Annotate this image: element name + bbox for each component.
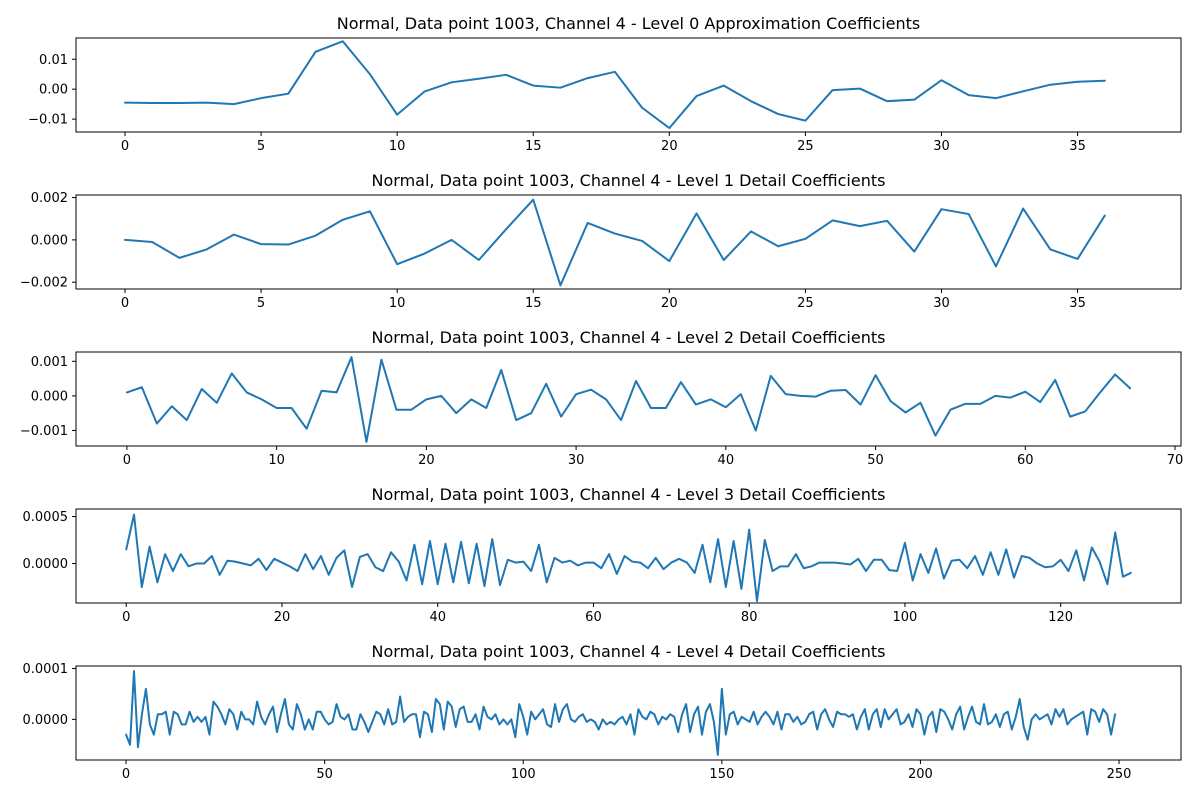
x-tick-label: 25 <box>797 139 814 154</box>
y-axis: −0.01 0.00 0.01 <box>28 53 76 128</box>
x-tick-label: 30 <box>568 453 585 468</box>
y-axis: −0.001 0.000 0.001 <box>20 355 76 439</box>
panel-title: Normal, Data point 1003, Channel 4 - Lev… <box>372 642 886 661</box>
panel-level-3: Normal, Data point 1003, Channel 4 - Lev… <box>23 485 1182 625</box>
y-axis: 0.0000 0.0005 <box>23 510 76 572</box>
series-group <box>125 670 1117 756</box>
x-tick-label: 40 <box>718 453 735 468</box>
axes-frame <box>75 194 1182 290</box>
x-axis: 0 10 20 30 40 50 60 70 <box>123 446 1184 468</box>
x-tick-label: 30 <box>933 296 950 311</box>
y-axis: −0.002 0.000 0.002 <box>20 191 76 291</box>
series-group <box>123 198 1106 287</box>
series-line <box>123 40 1106 130</box>
panel-title: Normal, Data point 1003, Channel 4 - Lev… <box>372 171 886 190</box>
x-tick-label: 35 <box>1069 139 1086 154</box>
panel-level-0: Normal, Data point 1003, Channel 4 - Lev… <box>28 14 1182 154</box>
x-tick-label: 10 <box>268 453 285 468</box>
y-tick-label: 0.00 <box>39 83 68 98</box>
x-axis: 0 50 100 150 200 250 <box>122 760 1132 782</box>
axes-frame <box>75 508 1182 604</box>
x-tick-label: 20 <box>274 610 291 625</box>
series-group <box>125 513 1132 603</box>
x-tick-label: 35 <box>1069 296 1086 311</box>
x-tick-label: 120 <box>1048 610 1073 625</box>
y-tick-label: 0.000 <box>31 389 68 404</box>
x-tick-label: 10 <box>389 139 406 154</box>
series-line <box>125 513 1132 603</box>
x-tick-label: 0 <box>121 139 129 154</box>
x-tick-label: 5 <box>257 139 265 154</box>
x-tick-label: 25 <box>797 296 814 311</box>
x-tick-label: 80 <box>741 610 758 625</box>
y-tick-label: 0.002 <box>31 191 68 206</box>
x-tick-label: 20 <box>661 296 678 311</box>
x-axis: 0 5 10 15 20 25 30 35 <box>121 132 1086 154</box>
x-tick-label: 60 <box>1017 453 1034 468</box>
x-tick-label: 20 <box>418 453 435 468</box>
x-tick-label: 5 <box>257 296 265 311</box>
series-line <box>125 356 1132 443</box>
series-group <box>123 40 1106 130</box>
panel-title: Normal, Data point 1003, Channel 4 - Lev… <box>372 485 886 504</box>
x-tick-label: 15 <box>525 296 542 311</box>
x-tick-label: 200 <box>908 767 933 782</box>
panel-title: Normal, Data point 1003, Channel 4 - Lev… <box>337 14 921 33</box>
x-tick-label: 30 <box>933 139 950 154</box>
y-tick-label: 0.0005 <box>23 510 69 525</box>
x-tick-label: 10 <box>389 296 406 311</box>
y-tick-label: −0.01 <box>28 113 68 128</box>
x-axis: 0 5 10 15 20 25 30 35 <box>121 289 1086 311</box>
x-tick-label: 70 <box>1167 453 1184 468</box>
series-line <box>123 198 1106 287</box>
x-axis: 0 20 40 60 80 100 120 <box>122 603 1073 625</box>
x-tick-label: 50 <box>316 767 333 782</box>
x-tick-label: 60 <box>585 610 602 625</box>
y-tick-label: 0.0001 <box>23 662 69 677</box>
x-tick-label: 100 <box>511 767 536 782</box>
x-tick-label: 250 <box>1107 767 1132 782</box>
x-tick-label: 0 <box>123 453 131 468</box>
panel-level-2: Normal, Data point 1003, Channel 4 - Lev… <box>20 328 1183 468</box>
axes-frame <box>75 665 1182 761</box>
x-tick-label: 50 <box>867 453 884 468</box>
y-tick-label: 0.001 <box>31 355 68 370</box>
y-axis: 0.0000 0.0001 <box>23 662 76 728</box>
series-line <box>125 670 1117 756</box>
series-group <box>125 356 1132 443</box>
x-tick-label: 0 <box>122 610 130 625</box>
panel-level-4: Normal, Data point 1003, Channel 4 - Lev… <box>23 642 1182 782</box>
x-tick-label: 100 <box>893 610 918 625</box>
x-tick-label: 40 <box>429 610 446 625</box>
x-tick-label: 150 <box>709 767 734 782</box>
panel-title: Normal, Data point 1003, Channel 4 - Lev… <box>372 328 886 347</box>
y-tick-label: −0.002 <box>20 276 68 291</box>
axes-frame <box>75 351 1182 447</box>
y-tick-label: 0.0000 <box>23 713 69 728</box>
y-tick-label: −0.001 <box>20 424 68 439</box>
x-tick-label: 15 <box>525 139 542 154</box>
x-tick-label: 0 <box>122 767 130 782</box>
axes-frame <box>75 37 1182 133</box>
y-tick-label: 0.0000 <box>23 557 69 572</box>
panel-level-1: Normal, Data point 1003, Channel 4 - Lev… <box>20 171 1182 311</box>
y-tick-label: 0.01 <box>39 53 68 68</box>
y-tick-label: 0.000 <box>31 233 68 248</box>
x-tick-label: 20 <box>661 139 678 154</box>
x-tick-label: 0 <box>121 296 129 311</box>
